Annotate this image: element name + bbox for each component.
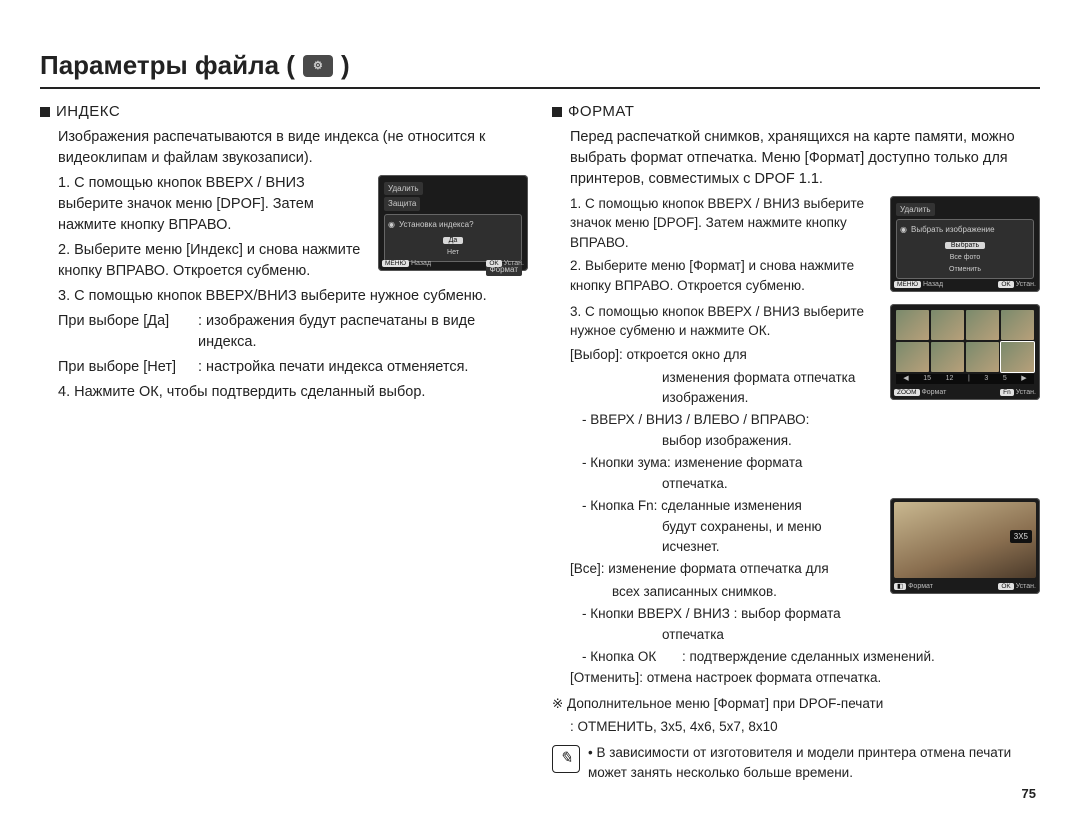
note-text: • В зависимости от изготовителя и модели… [588, 743, 1040, 782]
page-title: Параметры файла ( ) [40, 50, 1040, 81]
format-heading: ФОРМАТ [552, 101, 1040, 123]
dash-updown: - Кнопки ВВЕРХ / ВНИЗ : выбор формата [552, 604, 1040, 624]
note-icon: ✎ [552, 745, 580, 773]
index-step3: 3. С помощью кнопок ВВЕРХ/ВНИЗ выберите … [40, 286, 528, 307]
size-badge: 3X5 [1010, 530, 1032, 544]
format-heading-text: ФОРМАТ [568, 101, 634, 123]
scr3-zoom: ZOOM [894, 389, 920, 396]
scr-ok-btn: OK [486, 260, 501, 267]
cancel-line: [Отменить]: отмена настроек формата отпе… [552, 668, 1040, 688]
dash-zoom-v: отпечатка. [552, 474, 1040, 494]
scr2-dialog: ◉Выбрать изображение Выбрать Все фото От… [896, 219, 1034, 279]
right-column: ФОРМАТ Перед распечаткой снимков, хранящ… [552, 101, 1040, 782]
scr-item-protect: Защита [384, 197, 420, 211]
scr4-fmt: Формат [908, 583, 933, 590]
dash-updown-v: отпечатка [552, 625, 1040, 645]
opt-no-key: При выборе [Нет] [58, 357, 198, 378]
format-intro: Перед распечаткой снимков, хранящихся на… [552, 127, 1040, 190]
scr4-set: Устан. [1016, 583, 1036, 590]
scr-back: Назад [411, 260, 431, 267]
opt-no-val: : настройка печати индекса отменяется. [198, 357, 528, 378]
index-heading-text: ИНДЕКС [56, 101, 120, 123]
index-opt-yes: При выборе [Да] : изображения будут расп… [40, 311, 528, 353]
opt-yes-val: : изображения будут распечатаны в виде и… [198, 311, 528, 353]
page-number: 75 [1022, 786, 1036, 801]
scr2-set: Устан. [1016, 281, 1036, 288]
scr3-set: Устан. [1016, 389, 1036, 396]
opt-yes-key: При выборе [Да] [58, 311, 198, 353]
left-column: ИНДЕКС Изображения распечатываются в вид… [40, 101, 528, 782]
scr2-o1: Выбрать [945, 242, 985, 249]
size-strip: ◀1512|35▶ [896, 374, 1034, 384]
index-opt-no: При выборе [Нет] : настройка печати инде… [40, 357, 528, 378]
screenshot-index-dialog: Удалить Защита ◉Установка индекса? Да Не… [378, 175, 528, 271]
scr2-delete: Удалить [896, 203, 935, 217]
bullet-square-icon [40, 107, 50, 117]
note-row: ✎ • В зависимости от изготовителя и моде… [552, 743, 1040, 782]
dash-zoom: - Кнопки зума: изменение формата [552, 453, 1040, 473]
thumb-grid [896, 310, 1034, 372]
scr-dialog: ◉Установка индекса? Да Нет [384, 214, 522, 262]
scr-dialog-title: Установка индекса? [399, 219, 474, 231]
title-suffix: ) [341, 50, 350, 81]
dash-ok-v: : подтверждение сделанных изменений. [694, 647, 935, 667]
file-settings-icon [303, 55, 333, 77]
scr2-title: Выбрать изображение [911, 224, 995, 236]
index-intro: Изображения распечатываются в виде индек… [40, 127, 528, 169]
title-rule [40, 87, 1040, 89]
scr2-o3: Отменить [949, 266, 981, 273]
dash-ok: - Кнопка ОК [594, 647, 694, 667]
dash-nav-v: выбор изображения. [552, 431, 1040, 451]
scr3-fmt: Формат [921, 389, 946, 396]
screenshot-thumbnail-grid: ◀1512|35▶ ZOOM Формат Fn Устан. [890, 304, 1040, 400]
bullet-square-icon [552, 107, 562, 117]
scr-set: Устан. [504, 260, 524, 267]
scr-no: Нет [447, 249, 459, 256]
screenshot-single-photo: 3X5 ◧ Формат OK Устан. [890, 498, 1040, 594]
title-text: Параметры файла ( [40, 50, 295, 81]
extra-sizes: : ОТМЕНИТЬ, 3x5, 4x6, 5x7, 8x10 [552, 717, 1040, 737]
scr-item-delete: Удалить [384, 182, 423, 196]
index-step4: 4. Нажмите ОК, чтобы подтвердить сделанн… [40, 382, 528, 403]
scr-yes: Да [443, 237, 464, 244]
dash-nav: - ВВЕРХ / ВНИЗ / ВЛЕВО / ВПРАВО: [552, 410, 1040, 430]
scr-menu-btn: МЕНЮ [382, 260, 409, 267]
scr2-back: Назад [923, 281, 943, 288]
index-heading: ИНДЕКС [40, 101, 528, 123]
screenshot-format-select: Удалить ◉Выбрать изображение Выбрать Все… [890, 196, 1040, 292]
extra-menu: ※ Дополнительное меню [Формат] при DPOF-… [552, 694, 1040, 714]
scr2-o2: Все фото [950, 254, 981, 261]
